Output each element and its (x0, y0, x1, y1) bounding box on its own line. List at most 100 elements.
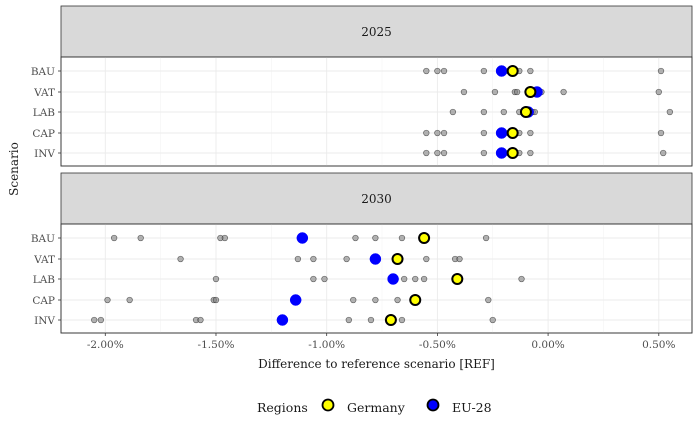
other-region-point-bau (423, 67, 430, 75)
other-region-point-inv (489, 316, 496, 324)
other-region-point-cap (350, 296, 357, 304)
panel-2025-title: 2025 (361, 25, 392, 39)
panel-2030: 2030 BAU VAT LAB CAP INV (31, 172, 693, 334)
y-axis-title: Scenario (7, 142, 21, 196)
panel-2025: 2025 BAU VAT LAB CAP INV (31, 5, 693, 167)
other-region-point-cap (434, 129, 441, 137)
eu28-point-bau (296, 232, 309, 244)
panel-2030-plot-area (60, 223, 693, 334)
other-region-point-vat (456, 255, 463, 263)
y-tick-label-vat: VAT (33, 87, 55, 99)
germany-point-cap (506, 127, 519, 139)
other-region-point-vat (294, 255, 302, 263)
other-region-point-inv (97, 316, 105, 324)
other-region-point-cap (480, 129, 488, 137)
other-region-point-vat (343, 255, 350, 263)
other-region-point-cap (485, 296, 492, 304)
panel-2025-grid (61, 57, 692, 166)
other-region-point-bau (440, 67, 448, 75)
panel-2025-plot-area (60, 56, 693, 167)
x-axis: -2.00% -1.50% -1.00% -0.50% 0.00% 0.50% (87, 333, 675, 351)
germany-point-lab (451, 273, 464, 285)
other-region-point-bau (110, 234, 118, 242)
other-region-point-vat (560, 88, 567, 96)
x-tick-label: 0.50% (642, 339, 675, 351)
germany-point-inv (506, 147, 519, 159)
other-region-point-inv (345, 316, 352, 324)
other-region-point-inv (197, 316, 204, 324)
eu28-point-bau (495, 65, 508, 77)
y-tick-label-bau: BAU (31, 233, 55, 245)
other-region-point-vat (491, 88, 499, 96)
y-tick-label-lab: LAB (33, 274, 56, 286)
other-region-point-vat (655, 88, 662, 96)
other-region-point-vat (423, 255, 430, 263)
other-region-point-cap (126, 296, 133, 304)
other-region-point-lab (449, 108, 457, 116)
legend-key-germany (321, 398, 335, 412)
other-region-point-bau (657, 67, 665, 75)
eu28-point-lab (387, 273, 399, 285)
other-region-point-lab (401, 275, 408, 283)
other-region-point-bau (527, 67, 534, 75)
other-region-point-bau (482, 234, 490, 242)
panel-2025-border (60, 56, 693, 167)
other-region-point-inv (527, 149, 534, 157)
x-axis-title: Difference to reference scenario [REF] (258, 357, 495, 371)
germany-point-vat (524, 86, 537, 98)
other-region-point-cap (657, 129, 665, 137)
panel-2025-germany-points (506, 65, 537, 159)
eu28-point-inv (276, 314, 289, 326)
other-region-point-cap (212, 296, 220, 304)
other-region-point-lab (420, 275, 428, 283)
other-region-point-bau (221, 234, 228, 242)
panel-2030-other-regions (91, 234, 525, 324)
other-region-point-bau (372, 234, 379, 242)
other-region-point-inv (398, 316, 406, 324)
legend-label-germany: Germany (347, 400, 406, 415)
y-tick-label-bau: BAU (31, 66, 55, 78)
other-region-point-vat (310, 255, 317, 263)
other-region-point-lab (412, 275, 419, 283)
other-region-point-inv (440, 149, 448, 157)
x-tick-label: 0.00% (531, 339, 564, 351)
germany-point-bau (506, 65, 519, 77)
other-region-point-bau (137, 234, 144, 242)
y-tick-label-inv: INV (34, 148, 55, 160)
panel-2030-y-tick-labels: BAU VAT LAB CAP INV (31, 233, 61, 327)
y-tick-label-vat: VAT (33, 254, 55, 266)
x-tick-label: -1.50% (198, 339, 235, 351)
other-region-point-cap (440, 129, 448, 137)
other-region-point-vat (177, 255, 184, 263)
other-region-point-bau (434, 67, 441, 75)
eu28-point-cap (289, 294, 302, 306)
y-tick-label-lab: LAB (33, 107, 56, 119)
panel-2030-eu28-points (276, 232, 399, 326)
other-region-point-bau (352, 234, 359, 242)
y-tick-label-cap: CAP (32, 295, 55, 307)
panel-2030-title: 2030 (361, 192, 392, 206)
panel-2030-germany-points (384, 232, 464, 326)
eu28-point-vat (369, 253, 382, 265)
other-region-point-bau (480, 67, 488, 75)
y-tick-label-inv: INV (34, 315, 55, 327)
legend: Regions Germany EU-28 (257, 398, 492, 415)
panel-2025-y-tick-labels: BAU VAT LAB CAP INV (31, 66, 61, 160)
germany-point-cap (409, 294, 422, 306)
other-region-point-cap (423, 129, 430, 137)
germany-point-inv (384, 314, 397, 326)
other-region-point-inv (423, 149, 430, 157)
other-region-point-lab (480, 108, 488, 116)
panel-2025-other-regions (423, 67, 674, 157)
other-region-point-inv (660, 149, 667, 157)
germany-point-vat (391, 253, 404, 265)
other-region-point-inv (480, 149, 488, 157)
other-region-point-lab (518, 275, 525, 283)
other-region-point-lab (666, 108, 674, 116)
other-region-point-cap (104, 296, 111, 304)
germany-point-bau (418, 232, 431, 244)
eu28-point-inv (495, 147, 508, 159)
other-region-point-inv (91, 316, 98, 324)
germany-point-lab (519, 106, 532, 118)
